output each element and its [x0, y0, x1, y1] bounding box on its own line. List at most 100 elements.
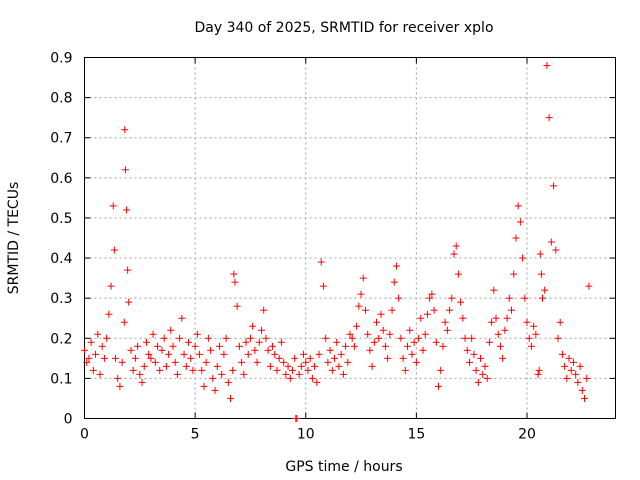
data-point [253, 358, 261, 366]
data-point [384, 354, 392, 362]
data-point [255, 338, 263, 346]
data-point [244, 350, 252, 358]
data-point [519, 254, 527, 262]
data-point [390, 278, 398, 286]
data-point [550, 182, 558, 190]
data-point [297, 362, 305, 370]
data-point [100, 354, 108, 362]
data-point [419, 346, 427, 354]
data-point [505, 294, 513, 302]
data-point [107, 282, 115, 290]
data-point [392, 262, 400, 270]
data-point [375, 334, 383, 342]
data-point [249, 322, 257, 330]
data-point [182, 362, 190, 370]
data-point [308, 374, 316, 382]
data-point [120, 318, 128, 326]
data-point [561, 362, 569, 370]
data-point [479, 370, 487, 378]
data-point [558, 350, 566, 358]
data-point [463, 346, 471, 354]
data-point [435, 382, 442, 390]
data-point [142, 338, 150, 346]
data-point [370, 338, 378, 346]
data-point [328, 366, 336, 374]
data-point [547, 238, 555, 246]
data-point [189, 366, 197, 374]
data-point [121, 126, 129, 134]
data-point [145, 350, 153, 358]
data-point [260, 306, 268, 314]
data-point [514, 202, 522, 210]
data-point [353, 322, 361, 330]
data-point [361, 306, 369, 314]
data-point [439, 342, 447, 350]
data-point [204, 334, 212, 342]
data-point [149, 330, 157, 338]
data-point [81, 346, 88, 354]
y-tick-label: 0.3 [50, 291, 72, 307]
data-point [567, 366, 575, 374]
data-point [437, 366, 445, 374]
data-point [220, 350, 228, 358]
data-point [342, 342, 350, 350]
data-point [446, 306, 454, 314]
data-point [211, 386, 219, 394]
data-point [468, 334, 476, 342]
x-tick-label: 5 [191, 427, 200, 443]
data-point [315, 350, 323, 358]
data-point [381, 342, 389, 350]
data-point [408, 350, 416, 358]
data-point [461, 334, 469, 342]
data-points [81, 62, 593, 422]
data-point [94, 330, 102, 338]
data-point [87, 338, 95, 346]
data-point [85, 354, 93, 362]
data-point [366, 346, 374, 354]
data-point [127, 346, 135, 354]
y-tick-label: 0.4 [50, 251, 72, 267]
x-tick-label: 15 [407, 427, 425, 443]
data-point [125, 298, 133, 306]
data-point [131, 354, 139, 362]
data-point [231, 278, 239, 286]
data-point [457, 298, 465, 306]
data-point [525, 334, 533, 342]
data-point [335, 362, 343, 370]
data-point [123, 206, 131, 214]
data-point [452, 242, 460, 250]
y-tick-label: 0.1 [50, 371, 72, 387]
data-point [266, 362, 274, 370]
data-point [200, 382, 208, 390]
data-point [280, 358, 288, 366]
data-point [167, 326, 175, 334]
data-point [103, 334, 111, 342]
data-point [388, 306, 396, 314]
y-tick-label: 0.9 [50, 51, 72, 67]
data-point [545, 114, 553, 122]
data-point [118, 358, 126, 366]
data-point [572, 370, 580, 378]
data-point [516, 218, 524, 226]
data-point [306, 354, 314, 362]
data-point [110, 246, 118, 254]
data-point [178, 314, 186, 322]
data-point [202, 358, 210, 366]
data-point [92, 350, 100, 358]
data-point [379, 326, 387, 334]
data-point [213, 362, 221, 370]
data-point [481, 362, 489, 370]
data-point [386, 330, 394, 338]
data-point [404, 342, 412, 350]
data-point [536, 250, 544, 258]
data-point [346, 330, 354, 338]
data-point [368, 362, 376, 370]
data-point [324, 358, 332, 366]
data-point [543, 62, 551, 70]
data-point [271, 350, 279, 358]
data-point [311, 362, 319, 370]
data-point [215, 342, 223, 350]
data-point [574, 378, 582, 386]
data-point [121, 166, 129, 174]
data-point [151, 358, 159, 366]
